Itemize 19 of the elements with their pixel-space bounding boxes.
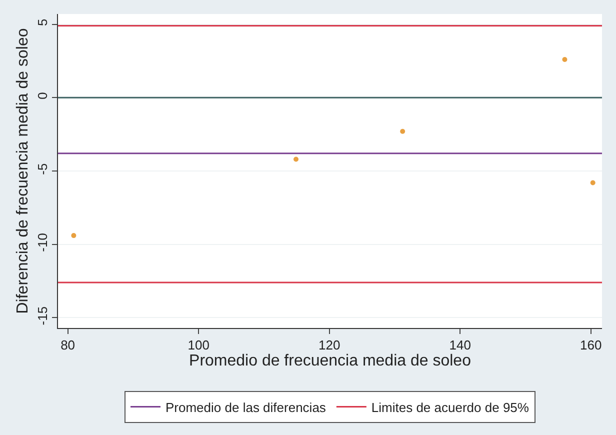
point bbox=[400, 128, 406, 134]
x-tick-label: 160 bbox=[580, 338, 602, 353]
x-axis-title: Promedio de frecuencia media de soleo bbox=[189, 352, 472, 370]
y-tick-label: -5 bbox=[34, 163, 50, 175]
point bbox=[562, 56, 568, 62]
x-tick-label: 140 bbox=[449, 338, 471, 353]
y-tick-label: 5 bbox=[34, 18, 50, 26]
y-tick-label: -10 bbox=[34, 233, 50, 252]
point bbox=[590, 180, 596, 186]
y-tick-label: -15 bbox=[34, 306, 50, 326]
y-tick-label: 0 bbox=[34, 92, 50, 100]
point bbox=[294, 156, 298, 162]
legend-label: Limites de acuerdo de 95% bbox=[371, 400, 530, 415]
y-axis-title: Diferencia de frecuencia media de soleo bbox=[14, 28, 32, 314]
point bbox=[71, 233, 76, 238]
legend-label: Promedio de las diferencias bbox=[166, 400, 326, 415]
x-tick-label: 120 bbox=[318, 338, 340, 353]
x-tick-label: 100 bbox=[188, 338, 210, 353]
x-tick-label: 80 bbox=[60, 338, 76, 353]
